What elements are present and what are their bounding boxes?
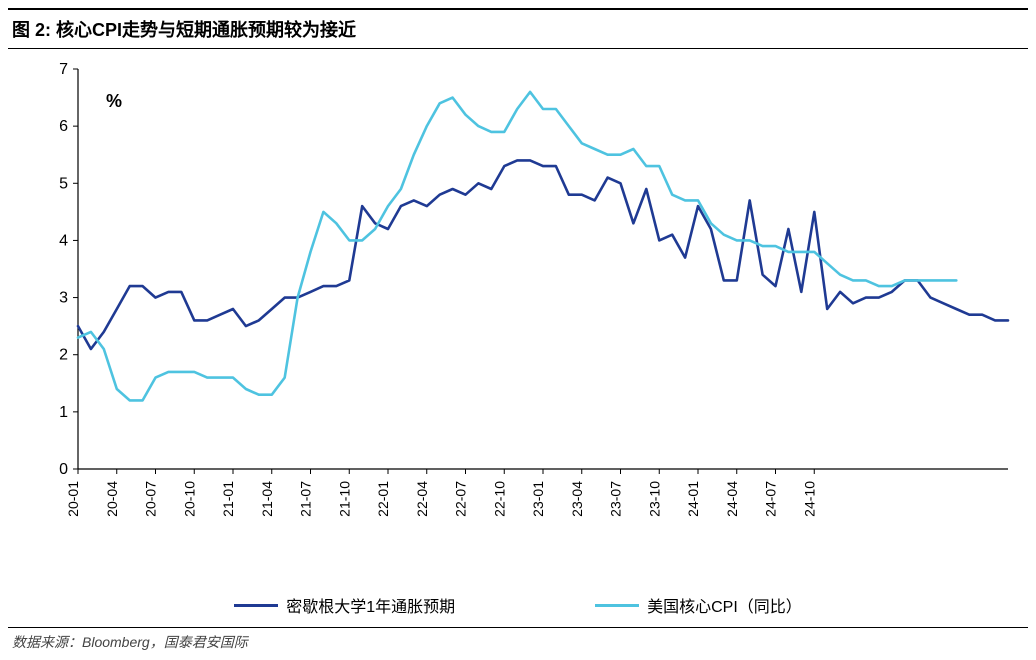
title-text: 核心CPI走势与短期通胀预期较为接近 <box>56 20 356 40</box>
svg-text:20-01: 20-01 <box>65 481 81 517</box>
svg-text:21-01: 21-01 <box>220 481 236 517</box>
legend-swatch <box>595 604 639 607</box>
line-chart-svg: 0 1 2 3 4 5 6 7% 20-01 20-04 20-07 20-10 21-01 21-04 2… <box>8 49 1028 589</box>
svg-text:20-10: 20-10 <box>181 481 197 517</box>
legend-item-0: 密歇根大学1年通胀预期 <box>234 593 455 617</box>
chart-area: 0 1 2 3 4 5 6 7% 20-01 20-04 20-07 20-10 21-01 21-04 2… <box>8 49 1028 589</box>
svg-text:22-04: 22-04 <box>414 481 430 517</box>
svg-text:20-04: 20-04 <box>104 481 120 517</box>
svg-text:23-01: 23-01 <box>530 481 546 517</box>
legend-label: 美国核心CPI（同比） <box>647 593 802 617</box>
svg-text:23-04: 23-04 <box>569 481 585 517</box>
svg-text:21-07: 21-07 <box>298 481 314 517</box>
svg-text:2: 2 <box>59 347 68 364</box>
svg-text:24-07: 24-07 <box>763 481 779 517</box>
svg-text:7: 7 <box>59 61 68 78</box>
svg-text:22-01: 22-01 <box>375 481 391 517</box>
svg-text:24-01: 24-01 <box>685 481 701 517</box>
svg-text:22-07: 22-07 <box>453 481 469 517</box>
svg-text:22-10: 22-10 <box>491 481 507 517</box>
legend-swatch <box>234 604 278 607</box>
legend-item-1: 美国核心CPI（同比） <box>595 593 802 617</box>
title-prefix: 图 2: <box>12 20 51 40</box>
svg-text:4: 4 <box>59 232 68 249</box>
svg-text:20-07: 20-07 <box>143 481 159 517</box>
figure-title: 图 2: 核心CPI走势与短期通胀预期较为接近 <box>8 8 1028 49</box>
svg-text:%: % <box>106 91 122 111</box>
legend-label: 密歇根大学1年通胀预期 <box>286 593 455 617</box>
svg-text:23-10: 23-10 <box>646 481 662 517</box>
svg-text:23-07: 23-07 <box>608 481 624 517</box>
svg-text:6: 6 <box>59 118 68 135</box>
figure-container: 图 2: 核心CPI走势与短期通胀预期较为接近 0 1 2 3 4 5 6 7% 20-01 20… <box>8 8 1028 652</box>
series-line-1 <box>78 92 956 401</box>
svg-text:0: 0 <box>59 461 68 478</box>
svg-text:21-10: 21-10 <box>336 481 352 517</box>
series-line-0 <box>78 160 1008 349</box>
svg-text:5: 5 <box>59 175 68 192</box>
svg-text:24-10: 24-10 <box>801 481 817 517</box>
svg-text:21-04: 21-04 <box>259 481 275 517</box>
legend: 密歇根大学1年通胀预期 美国核心CPI（同比） <box>8 589 1028 627</box>
svg-text:1: 1 <box>59 404 68 421</box>
svg-text:3: 3 <box>59 290 68 307</box>
source-text: 数据来源：Bloomberg，国泰君安国际 <box>12 634 248 650</box>
svg-text:24-04: 24-04 <box>724 481 740 517</box>
